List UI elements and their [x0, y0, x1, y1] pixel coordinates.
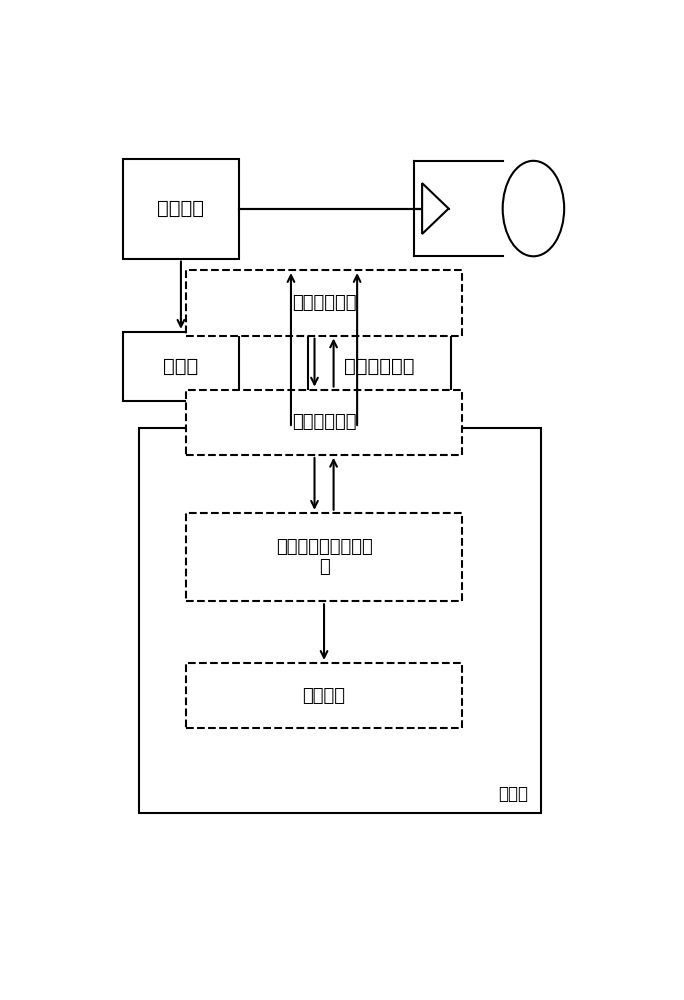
- Text: 上位机: 上位机: [498, 785, 528, 803]
- FancyBboxPatch shape: [138, 428, 541, 813]
- Text: 管道内检测器: 管道内检测器: [345, 357, 415, 376]
- FancyBboxPatch shape: [186, 663, 462, 728]
- Text: 数据管理模块: 数据管理模块: [292, 294, 356, 312]
- FancyBboxPatch shape: [186, 390, 462, 455]
- Polygon shape: [422, 183, 449, 234]
- Text: 腐蚀缺陷尺寸预测模
块: 腐蚀缺陷尺寸预测模 块: [276, 538, 372, 576]
- FancyBboxPatch shape: [308, 332, 451, 401]
- Text: 传感器组: 传感器组: [157, 199, 205, 218]
- Text: 结果显示: 结果显示: [302, 687, 345, 705]
- Ellipse shape: [503, 161, 564, 256]
- FancyBboxPatch shape: [122, 332, 239, 401]
- FancyBboxPatch shape: [186, 513, 462, 601]
- FancyBboxPatch shape: [122, 158, 239, 259]
- Text: 下位机: 下位机: [163, 357, 198, 376]
- Text: 数据处理模块: 数据处理模块: [292, 413, 356, 431]
- FancyBboxPatch shape: [186, 270, 462, 336]
